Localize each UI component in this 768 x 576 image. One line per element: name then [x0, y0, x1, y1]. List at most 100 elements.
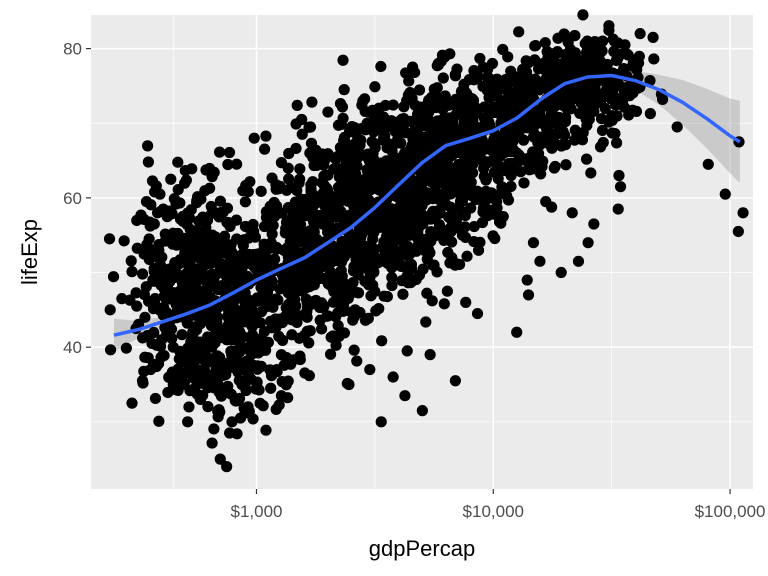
data-point [185, 275, 198, 287]
data-point [442, 246, 454, 259]
data-point [208, 423, 220, 435]
data-point [180, 249, 192, 261]
data-point [424, 349, 436, 361]
data-point [401, 345, 413, 357]
data-point [373, 303, 385, 315]
data-point [413, 210, 425, 222]
data-point [191, 371, 203, 383]
data-point [203, 250, 215, 262]
data-point [437, 170, 449, 182]
data-point [198, 363, 210, 375]
data-point [368, 169, 380, 182]
data-point [282, 278, 294, 290]
data-point [142, 156, 154, 168]
data-point [227, 297, 239, 309]
data-point [580, 47, 593, 59]
data-point [196, 235, 208, 247]
y-axis-title: lifeExp [17, 219, 42, 285]
data-point [161, 285, 173, 297]
data-point [352, 287, 365, 299]
data-point [457, 123, 469, 135]
data-point [308, 159, 320, 172]
data-point [559, 139, 572, 151]
data-point [552, 47, 564, 59]
data-point [359, 314, 372, 326]
data-point [555, 266, 567, 279]
data-point [243, 232, 255, 244]
data-point [414, 133, 427, 145]
data-point [571, 89, 583, 101]
data-point [614, 181, 627, 193]
data-point [365, 197, 377, 209]
data-point [386, 271, 398, 284]
data-point [275, 349, 288, 361]
data-point [426, 295, 438, 307]
data-point [483, 91, 495, 104]
data-point [599, 102, 611, 115]
data-point [621, 84, 633, 97]
smooth-line [113, 73, 741, 337]
data-point [480, 143, 492, 155]
data-point [336, 101, 349, 113]
data-point [412, 175, 425, 187]
data-point [606, 110, 618, 122]
data-point [501, 189, 513, 202]
data-point [317, 215, 330, 227]
data-point [275, 157, 288, 169]
data-point [386, 279, 398, 292]
data-point [407, 61, 419, 73]
data-point [405, 277, 417, 289]
data-point [408, 125, 420, 137]
data-point [478, 199, 490, 211]
data-point [378, 290, 390, 302]
data-point [239, 196, 251, 208]
data-point [364, 363, 376, 376]
data-point [296, 128, 308, 140]
data-point [118, 235, 130, 247]
data-point [603, 84, 615, 96]
data-point [603, 24, 615, 36]
data-point [559, 111, 572, 124]
data-point [612, 203, 624, 215]
data-point [259, 341, 271, 353]
data-point [263, 219, 275, 231]
data-point [301, 326, 313, 338]
data-point [139, 311, 151, 323]
data-point [581, 119, 593, 131]
data-point [511, 326, 523, 338]
data-point [242, 401, 254, 413]
data-point [478, 101, 491, 113]
data-point [529, 54, 541, 66]
data-point [166, 266, 178, 278]
data-point [585, 167, 597, 179]
data-point [214, 195, 226, 207]
data-point [513, 26, 525, 38]
data-point [183, 212, 196, 224]
data-point [534, 255, 546, 267]
data-point [536, 160, 548, 173]
data-point [438, 298, 450, 310]
data-point [311, 251, 323, 264]
data-point [648, 53, 660, 65]
data-point [208, 166, 220, 178]
data-point [270, 179, 282, 191]
data-point [276, 207, 288, 219]
data-point [558, 93, 570, 105]
x-tick-label: $100,000 [695, 502, 766, 521]
data-point [265, 382, 277, 394]
data-point [203, 352, 215, 364]
data-point [270, 293, 282, 305]
data-point [513, 149, 525, 161]
data-point [301, 240, 313, 252]
data-point [566, 66, 578, 78]
data-point [644, 108, 656, 120]
data-point [217, 206, 229, 218]
data-point [201, 214, 214, 226]
data-point [464, 142, 476, 154]
data-point [259, 143, 271, 155]
data-point [310, 296, 322, 308]
data-point [336, 280, 348, 292]
data-point [139, 351, 151, 363]
data-point [351, 160, 363, 172]
